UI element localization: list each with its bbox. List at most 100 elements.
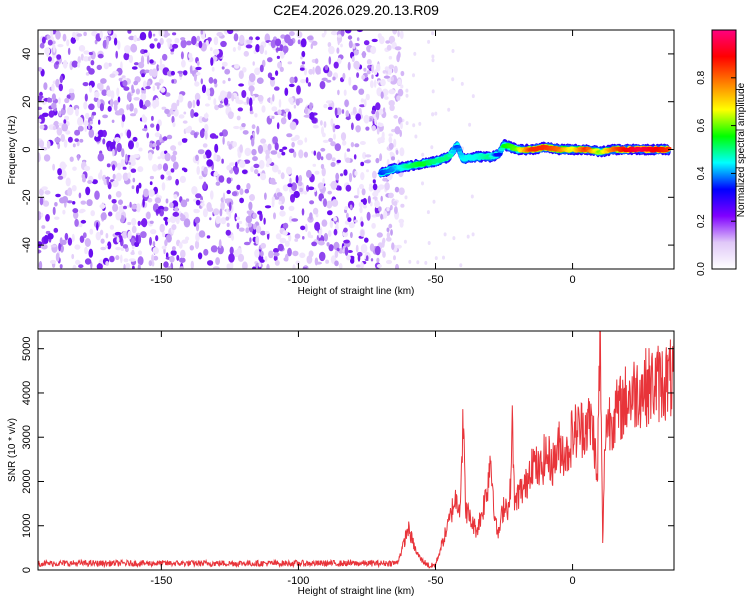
noise-blob: [372, 183, 378, 191]
noise-blob: [57, 44, 64, 48]
noise-blob: [152, 142, 157, 148]
noise-blob: [382, 177, 388, 182]
noise-blob: [264, 205, 272, 209]
noise-blob: [254, 249, 260, 258]
noise-blob: [222, 91, 228, 96]
noise-blob: [257, 144, 264, 154]
noise-blob: [80, 200, 87, 205]
noise-blob: [169, 202, 174, 209]
noise-blob: [363, 67, 367, 72]
noise-blob: [193, 132, 198, 139]
noise-blob: [52, 206, 56, 216]
noise-blob: [283, 113, 287, 118]
noise-blob: [334, 250, 339, 258]
noise-blob: [322, 132, 326, 138]
noise-blob: [380, 79, 386, 87]
noise-blob: [58, 97, 61, 105]
x-tick-label: -150: [150, 274, 172, 286]
noise-blob: [190, 260, 194, 269]
noise-blob: [195, 222, 200, 232]
noise-blob: [291, 141, 295, 148]
noise-blob: [252, 266, 257, 269]
noise-blob: [352, 43, 356, 49]
noise-blob: [207, 260, 214, 266]
noise-blob: [145, 86, 151, 90]
noise-blob: [249, 194, 256, 201]
noise-blob: [380, 195, 383, 202]
noise-blob: [127, 172, 131, 179]
noise-blob: [412, 73, 415, 78]
noise-blob: [382, 107, 386, 113]
noise-blob: [116, 142, 122, 153]
noise-blob: [175, 215, 180, 225]
noise-blob: [346, 212, 349, 219]
noise-blob: [350, 231, 353, 239]
noise-blob: [198, 40, 203, 49]
noise-blob: [202, 143, 208, 148]
noise-blob: [296, 31, 303, 38]
noise-blob: [59, 264, 63, 269]
noise-blob: [151, 115, 154, 121]
noise-blob: [88, 123, 91, 130]
noise-blob: [378, 184, 385, 190]
noise-blob: [372, 196, 378, 200]
noise-blob: [424, 260, 428, 265]
noise-blob: [109, 255, 115, 263]
noise-blob: [180, 199, 188, 208]
noise-blob: [133, 97, 140, 101]
noise-blob: [327, 190, 333, 195]
noise-blob: [388, 142, 394, 150]
noise-blob: [84, 246, 88, 255]
noise-blob: [277, 61, 282, 69]
noise-blob: [132, 265, 135, 269]
noise-blob: [398, 187, 405, 195]
noise-blob: [288, 215, 293, 223]
noise-blob: [53, 44, 56, 53]
noise-blob: [309, 212, 313, 220]
noise-blob: [103, 62, 110, 70]
noise-blob: [164, 152, 171, 162]
noise-blob: [304, 106, 308, 115]
noise-blob: [125, 153, 128, 163]
noise-blob: [394, 46, 402, 51]
noise-blob: [359, 183, 364, 190]
noise-blob: [360, 262, 364, 269]
noise-blob: [127, 221, 132, 226]
noise-blob: [191, 35, 197, 46]
noise-blob: [72, 166, 77, 171]
noise-blob: [179, 266, 184, 269]
noise-blob: [171, 115, 175, 124]
noise-blob: [56, 127, 63, 136]
noise-blob: [261, 105, 266, 113]
noise-blob: [340, 132, 347, 141]
noise-blob: [141, 218, 148, 228]
noise-blob: [91, 111, 97, 116]
noise-blob: [100, 78, 107, 84]
noise-blob: [397, 78, 402, 86]
noise-blob: [341, 109, 345, 114]
noise-blob: [361, 74, 366, 80]
noise-blob: [360, 161, 365, 167]
noise-blob: [325, 153, 333, 161]
noise-blob: [179, 175, 186, 183]
noise-blob: [386, 207, 390, 212]
noise-blob: [342, 230, 349, 238]
noise-blob: [99, 103, 104, 112]
noise-blob: [173, 194, 178, 199]
noise-blob: [116, 87, 120, 97]
noise-blob: [72, 201, 76, 205]
noise-blob: [77, 62, 81, 68]
noise-blob: [413, 51, 417, 56]
noise-blob: [271, 164, 279, 173]
noise-blob: [342, 140, 347, 146]
noise-blob: [396, 95, 401, 101]
noise-blob: [215, 215, 221, 224]
noise-blob: [115, 191, 122, 198]
noise-blob: [172, 211, 180, 217]
noise-blob: [220, 217, 227, 225]
noise-blob: [75, 108, 79, 117]
noise-blob: [253, 223, 257, 230]
noise-blob: [236, 222, 240, 230]
noise-blob: [394, 186, 400, 193]
y-tick-label: 5000: [21, 336, 33, 360]
